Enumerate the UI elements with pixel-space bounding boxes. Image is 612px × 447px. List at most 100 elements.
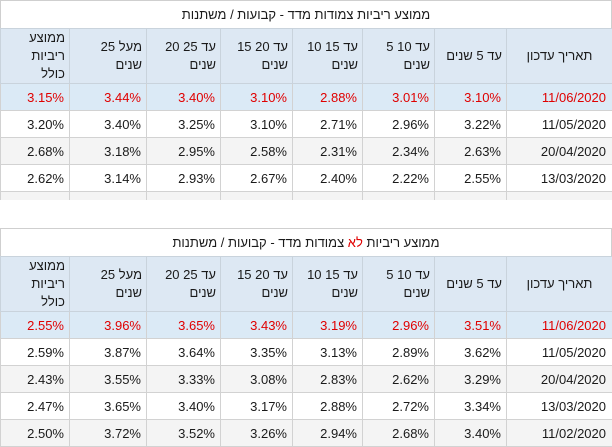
rate-cell: 3.14% [70, 165, 147, 192]
table-row: 2.50%3.72%3.52%3.26%2.94%2.68%3.40%11/02… [1, 420, 612, 447]
column-header-15-20: 15 עד 20 שנים [221, 29, 293, 84]
rate-cell: 2.34% [363, 138, 435, 165]
column-header-15-20: 15 עד 20 שנים [221, 257, 293, 312]
rate-cell: 2.71% [293, 111, 363, 138]
title-text-part: ממוצע ריביות [363, 235, 440, 250]
rate-cell: 2.22% [363, 165, 435, 192]
rate-cell: 3.40% [147, 84, 221, 111]
rate-cell: 2.88% [293, 84, 363, 111]
table-row: 3.20%3.40%3.25%3.10%2.71%2.96%3.22%11/05… [1, 111, 612, 138]
column-header-update-date: תאריך עדכון [507, 29, 612, 84]
rate-cell: 2.55% [1, 312, 70, 339]
column-header-up-to-5: עד 5 שנים [435, 29, 507, 84]
rate-cell: 3.43% [221, 312, 293, 339]
indexed-rates-panel: ממוצע ריביות צמודות מדד - קבועות / משתנו… [0, 0, 612, 219]
rate-cell: 3.44% [70, 84, 147, 111]
rate-cell: 3.15% [1, 84, 70, 111]
rate-cell: 3.19% [293, 312, 363, 339]
table-row: 2.68%3.18%2.95%2.58%2.31%2.34%2.63%20/04… [1, 138, 612, 165]
rate-cell: 3.13% [293, 339, 363, 366]
table-body: 3.15%3.44%3.40%3.10%2.88%3.01%3.10%11/06… [1, 84, 612, 219]
rate-cell: 3.62% [435, 339, 507, 366]
rate-cell: 2.63% [435, 138, 507, 165]
table-body: 2.55%3.96%3.65%3.43%3.19%2.96%3.51%11/06… [1, 312, 612, 447]
rate-cell: 3.18% [70, 138, 147, 165]
table-row: 3.15%3.44%3.40%3.10%2.88%3.01%3.10%11/06… [1, 84, 612, 111]
date-cell: 11/05/2020 [507, 339, 612, 366]
non-indexed-rates-table: ממוצע ריביות כולל מעל 25 שנים 20 עד 25 ש… [0, 256, 612, 447]
column-header-over-25: מעל 25 שנים [70, 29, 147, 84]
table-header-row: ממוצע ריביות כולל מעל 25 שנים 20 עד 25 ש… [1, 257, 612, 312]
rate-cell: 3.55% [70, 366, 147, 393]
rate-cell: 2.50% [1, 420, 70, 447]
rate-cell: 2.89% [363, 339, 435, 366]
column-header-5-10: 5 עד 10 שנים [363, 29, 435, 84]
rate-cell: 3.51% [435, 312, 507, 339]
date-cell: 13/03/2020 [507, 165, 612, 192]
rate-cell: 2.62% [1, 165, 70, 192]
rate-cell: 2.94% [293, 420, 363, 447]
rate-cell: 2.93% [147, 165, 221, 192]
rate-cell: 2.31% [293, 138, 363, 165]
date-cell: 13/03/2020 [507, 393, 612, 420]
rate-cell: 2.72% [363, 393, 435, 420]
rate-cell: 3.26% [221, 420, 293, 447]
title-text-part: צמודות מדד - קבועות / משתנות [172, 235, 347, 250]
rate-cell: 3.65% [70, 393, 147, 420]
non-indexed-rates-panel: ממוצע ריביות לא צמודות מדד - קבועות / מש… [0, 228, 612, 447]
rate-cell: 3.22% [435, 111, 507, 138]
date-cell: 20/04/2020 [507, 366, 612, 393]
rate-cell: 3.87% [70, 339, 147, 366]
table-row: 2.55%3.96%3.65%3.43%3.19%2.96%3.51%11/06… [1, 312, 612, 339]
indexed-rates-title: ממוצע ריביות צמודות מדד - קבועות / משתנו… [0, 0, 612, 28]
panel-separator [0, 200, 612, 228]
rate-cell: 3.10% [435, 84, 507, 111]
rate-cell: 3.29% [435, 366, 507, 393]
rate-cell: 2.43% [1, 366, 70, 393]
rate-cell: 2.88% [293, 393, 363, 420]
rate-cell: 3.52% [147, 420, 221, 447]
column-header-20-25: 20 עד 25 שנים [147, 257, 221, 312]
table-row: 2.47%3.65%3.40%3.17%2.88%2.72%3.34%13/03… [1, 393, 612, 420]
rate-cell: 3.10% [221, 111, 293, 138]
rate-cell: 3.08% [221, 366, 293, 393]
rate-cell: 3.40% [70, 111, 147, 138]
rate-cell: 3.33% [147, 366, 221, 393]
date-cell: 11/02/2020 [507, 420, 612, 447]
column-header-5-10: 5 עד 10 שנים [363, 257, 435, 312]
table-row: 2.62%3.14%2.93%2.67%2.40%2.22%2.55%13/03… [1, 165, 612, 192]
rate-cell: 2.47% [1, 393, 70, 420]
rate-cell: 3.17% [221, 393, 293, 420]
rate-cell: 2.67% [221, 165, 293, 192]
table-header-row: ממוצע ריביות כולל מעל 25 שנים 20 עד 25 ש… [1, 29, 612, 84]
rate-cell: 3.40% [147, 393, 221, 420]
title-highlight-word: לא [348, 235, 363, 250]
rate-cell: 2.62% [363, 366, 435, 393]
date-cell: 11/06/2020 [507, 84, 612, 111]
column-header-average: ממוצע ריביות כולל [1, 29, 70, 84]
rate-cell: 2.96% [363, 312, 435, 339]
rate-cell: 3.35% [221, 339, 293, 366]
rate-cell: 3.25% [147, 111, 221, 138]
table-row: 2.59%3.87%3.64%3.35%3.13%2.89%3.62%11/05… [1, 339, 612, 366]
rate-cell: 3.34% [435, 393, 507, 420]
rate-cell: 3.40% [435, 420, 507, 447]
column-header-10-15: 10 עד 15 שנים [293, 29, 363, 84]
rate-cell: 3.10% [221, 84, 293, 111]
rate-cell: 3.65% [147, 312, 221, 339]
rate-cell: 2.55% [435, 165, 507, 192]
rate-cell: 3.72% [70, 420, 147, 447]
rate-cell: 2.40% [293, 165, 363, 192]
rate-cell: 2.95% [147, 138, 221, 165]
column-header-10-15: 10 עד 15 שנים [293, 257, 363, 312]
column-header-20-25: 20 עד 25 שנים [147, 29, 221, 84]
rate-cell: 2.68% [363, 420, 435, 447]
date-cell: 11/05/2020 [507, 111, 612, 138]
rate-cell: 2.68% [1, 138, 70, 165]
rate-cell: 3.96% [70, 312, 147, 339]
column-header-over-25: מעל 25 שנים [70, 257, 147, 312]
non-indexed-rates-title: ממוצע ריביות לא צמודות מדד - קבועות / מש… [0, 228, 612, 256]
date-cell: 20/04/2020 [507, 138, 612, 165]
rate-cell: 2.83% [293, 366, 363, 393]
column-header-up-to-5: עד 5 שנים [435, 257, 507, 312]
